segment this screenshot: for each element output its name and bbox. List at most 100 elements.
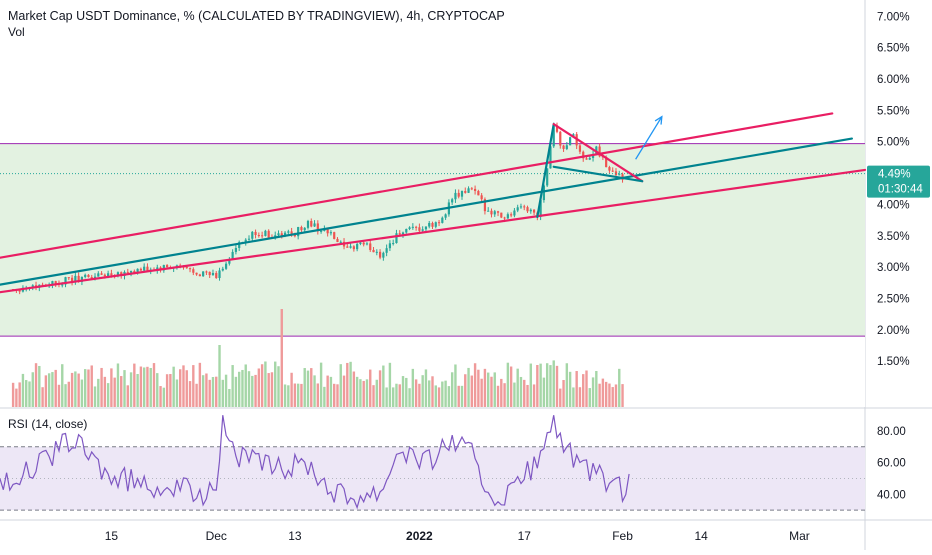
volume-bar — [490, 376, 493, 407]
candle-body — [372, 249, 375, 253]
volume-bar — [231, 365, 234, 407]
candle-body — [80, 276, 84, 282]
volume-bar — [483, 368, 487, 407]
volume-bar — [398, 384, 401, 407]
candle-body — [611, 170, 614, 172]
candle-body — [185, 266, 188, 269]
rsi-pane — [0, 415, 865, 511]
candle-body — [74, 275, 77, 283]
volume-bar — [254, 374, 257, 407]
candle-body — [451, 199, 454, 203]
candle-body — [251, 231, 254, 239]
candle-body — [146, 266, 149, 272]
candle-body — [129, 271, 133, 273]
candle-body — [441, 217, 444, 223]
volume-bar — [18, 382, 21, 407]
price-tick-label: 7.00% — [877, 11, 910, 23]
candle-body — [87, 274, 90, 278]
volume-bar — [146, 366, 149, 407]
candle-body — [555, 125, 559, 132]
volume-bar — [274, 361, 277, 407]
volume-bar — [162, 387, 166, 407]
volume-bar — [67, 381, 71, 407]
candle-body — [316, 223, 319, 232]
candle-body — [510, 214, 513, 216]
candle-body — [408, 227, 411, 229]
volume-bar — [536, 364, 539, 407]
candle-body — [395, 233, 398, 244]
candle-body — [424, 226, 428, 230]
price-tick-label: 3.50% — [877, 231, 910, 243]
volume-bar — [618, 368, 621, 407]
candle-body — [77, 275, 80, 282]
candle-body — [31, 285, 34, 288]
volume-bar — [329, 376, 333, 407]
drawing-layer[interactable] — [0, 112, 867, 294]
candle-body — [339, 241, 342, 243]
volume-bar — [264, 361, 267, 407]
candle-body — [385, 248, 388, 253]
candle-body — [136, 268, 139, 273]
candle-body — [490, 210, 493, 215]
candle-body — [202, 271, 205, 277]
volume-bar — [28, 381, 31, 407]
volume-bar — [523, 379, 526, 407]
volume-bar — [129, 372, 133, 407]
volume-bar — [470, 375, 474, 407]
volume-bar — [313, 375, 316, 407]
candle-body — [516, 207, 519, 211]
volume-bar — [401, 376, 405, 407]
volume-bar — [87, 369, 90, 407]
trend-line — [0, 137, 853, 286]
volume-bar — [159, 386, 162, 407]
candle-body — [487, 210, 490, 212]
candle-body — [382, 252, 385, 258]
candle-body — [359, 242, 362, 244]
candle-body — [51, 281, 54, 286]
candle-body — [188, 268, 192, 270]
candle-body — [70, 277, 74, 283]
volume-bar — [188, 381, 192, 407]
candle-body — [421, 229, 424, 231]
candle-body — [388, 243, 392, 249]
candle-body — [431, 222, 434, 227]
candle-body — [247, 238, 251, 240]
volume-bar — [601, 378, 605, 407]
volume-bar — [64, 384, 67, 407]
candle-body — [539, 200, 542, 217]
volume-bar — [496, 385, 500, 407]
candle-body — [519, 206, 523, 208]
candle-body — [585, 158, 588, 160]
candle-body — [500, 212, 503, 218]
volume-bar — [408, 388, 411, 407]
volume-bar — [260, 364, 264, 407]
time-tick-label: Feb — [612, 529, 633, 543]
volume-bar — [257, 368, 261, 407]
candle-body — [143, 266, 146, 271]
candle-body — [267, 230, 270, 238]
candle-body — [205, 271, 208, 273]
candle-body — [405, 228, 408, 233]
candle-body — [244, 239, 247, 242]
volume-label: Vol — [8, 25, 25, 39]
volume-bar — [405, 377, 408, 407]
volume-bar — [513, 382, 516, 407]
time-tick-label: 15 — [105, 529, 119, 543]
volume-bar — [192, 365, 195, 407]
candle-body — [428, 222, 431, 227]
candle-body — [375, 251, 378, 253]
volume-bar — [316, 383, 320, 407]
candle-body — [608, 167, 611, 171]
volume-bar — [113, 377, 116, 407]
volume-bar — [424, 369, 428, 407]
volume-bar — [218, 345, 221, 407]
time-tick-label: 13 — [288, 529, 302, 543]
candle-body — [591, 154, 595, 158]
candle-body — [565, 145, 568, 149]
candle-body — [100, 273, 103, 275]
rsi-line — [0, 415, 630, 510]
volume-bar — [454, 364, 457, 407]
volume-bar — [552, 360, 555, 407]
